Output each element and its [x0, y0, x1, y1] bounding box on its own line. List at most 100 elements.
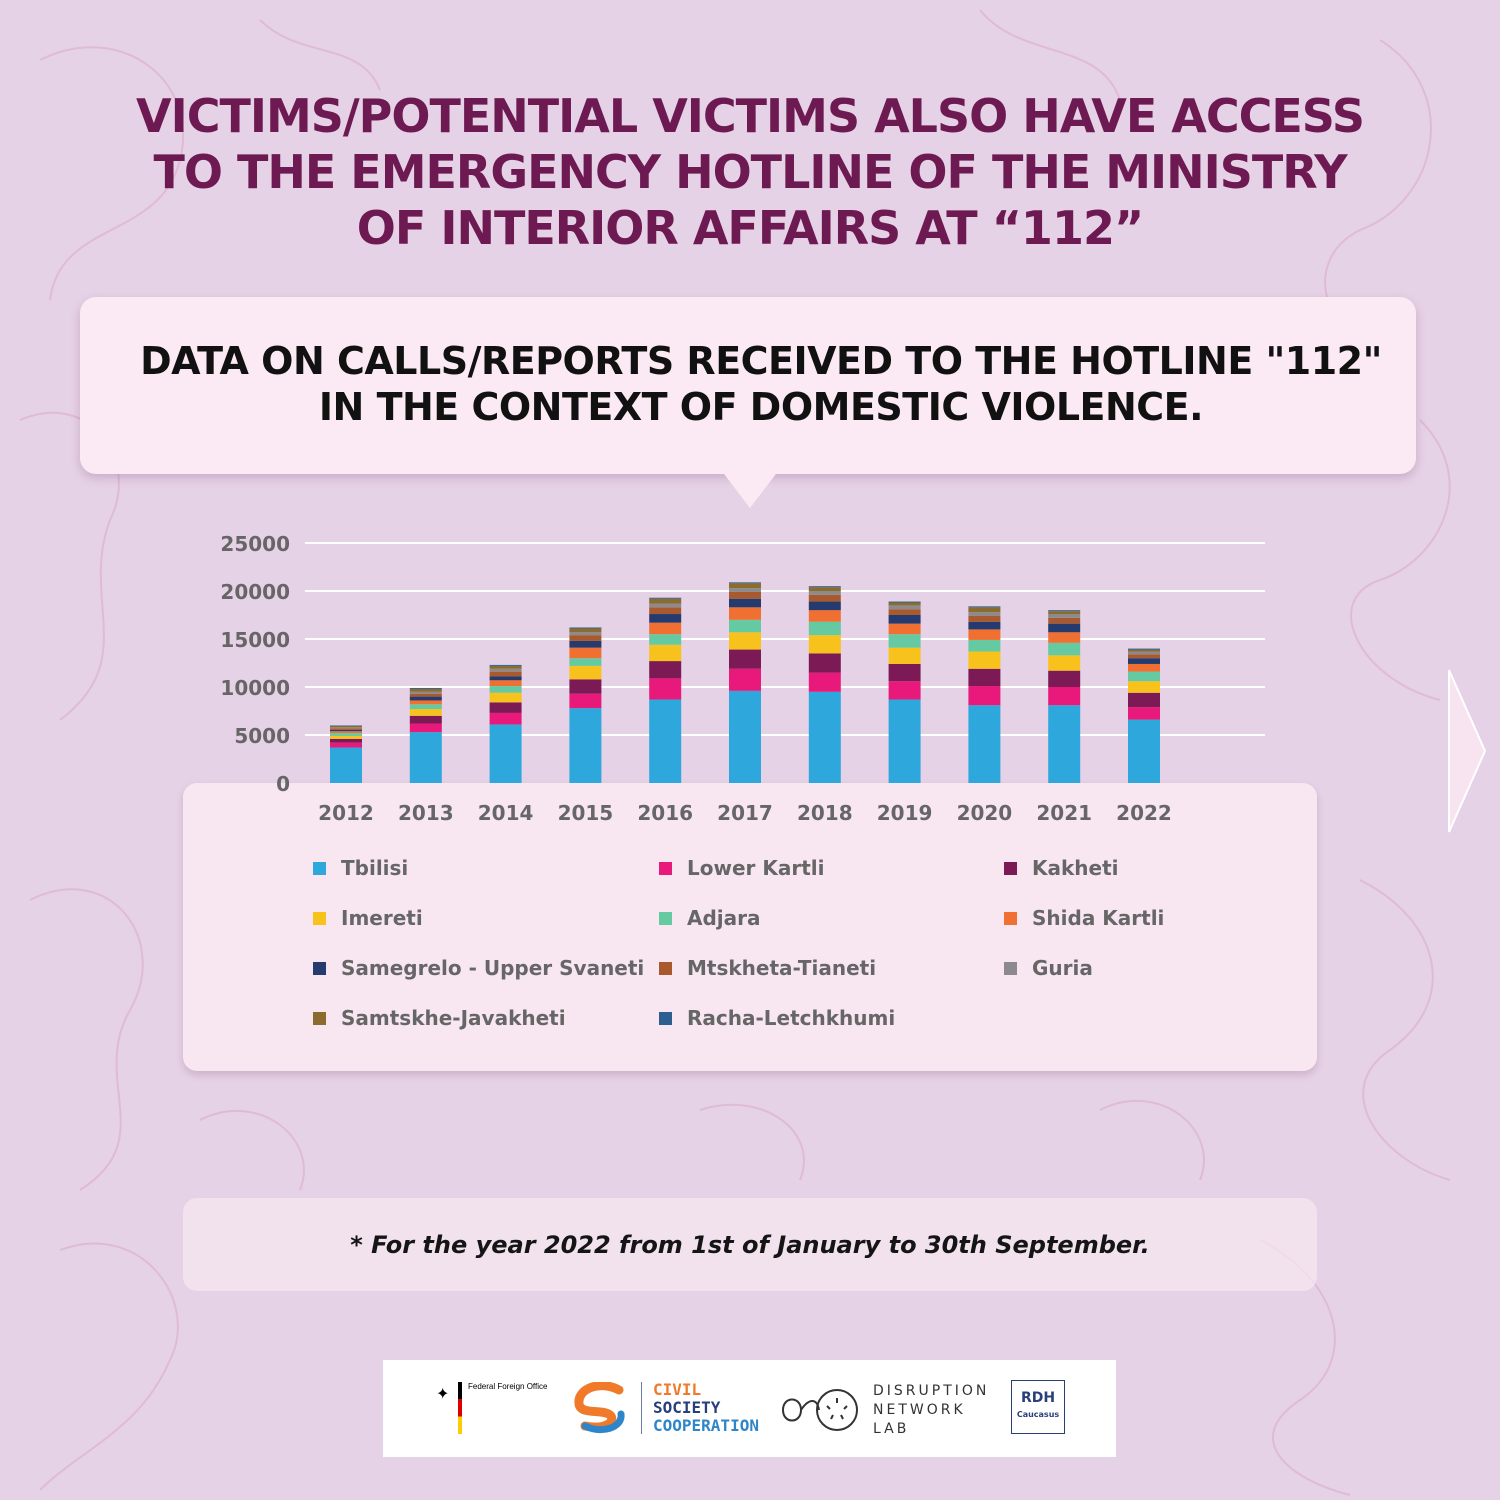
bar-segment: [569, 628, 602, 633]
bar-segment: [409, 709, 442, 716]
bar-segment: [729, 582, 761, 584]
bar-segment: [649, 634, 682, 645]
bar-segment: [409, 693, 442, 697]
bar-segment: [1128, 658, 1160, 664]
bar-segment: [808, 601, 841, 611]
bar-segment: [888, 634, 921, 648]
bar-segment: [729, 668, 761, 691]
bar-segment: [649, 622, 682, 635]
bar-segment: [729, 619, 761, 633]
legend-swatch: [1004, 861, 1017, 875]
y-tick-label: 5000: [234, 724, 290, 748]
bar-segment: [330, 733, 362, 736]
bar-segment: [649, 614, 682, 623]
legend-item: Imereti: [313, 903, 423, 933]
bar-segment: [569, 627, 602, 629]
bar-segment: [330, 729, 362, 732]
bar-segment: [1128, 671, 1160, 682]
bar-segment: [569, 635, 602, 641]
headline: VICTIMS/POTENTIAL VICTIMS ALSO HAVE ACCE…: [100, 88, 1400, 256]
bar-segment: [649, 644, 682, 662]
bar-segment: [1128, 663, 1160, 672]
legend-swatch: [313, 861, 326, 875]
bar-segment: [330, 735, 362, 739]
bar-segment: [968, 668, 1001, 687]
legend-item: Guria: [1004, 953, 1093, 983]
legend-label: Racha-Letchkhumi: [687, 1006, 896, 1030]
subtitle-bubble: [80, 297, 1416, 474]
bar-segment: [489, 668, 522, 672]
bar-segment: [808, 691, 841, 783]
bar-segment: [968, 615, 1001, 622]
headline-line-2: TO THE EMERGENCY HOTLINE OF THE MINISTRY: [153, 145, 1347, 199]
legend-label: Tbilisi: [341, 856, 409, 880]
bar-segment: [1048, 705, 1081, 783]
legend-item: Kakheti: [1004, 853, 1119, 883]
bar-segment: [888, 615, 921, 624]
legend-swatch: [659, 961, 672, 975]
legend-item: Mtskheta-Tianeti: [659, 953, 876, 983]
bar-segment: [808, 591, 841, 595]
legend-label: Samtskhe-Javakheti: [341, 1006, 566, 1030]
bar-segment: [1128, 651, 1160, 655]
x-tick-label: 2013: [398, 801, 454, 825]
eagle-icon: ✦: [436, 1384, 450, 1403]
bar-segment: [888, 681, 921, 700]
bar-segment: [968, 705, 1001, 783]
subtitle-line-2: IN THE CONTEXT OF DOMESTIC VIOLENCE.: [318, 385, 1204, 429]
legend-swatch: [313, 911, 326, 925]
bar-segment: [330, 731, 362, 734]
legend-swatch: [659, 1011, 672, 1025]
y-tick-label: 10000: [220, 676, 290, 700]
y-tick-label: 15000: [220, 628, 290, 652]
bar-segment: [1048, 670, 1081, 687]
bar-segment: [808, 586, 841, 588]
legend-item: Tbilisi: [313, 853, 408, 883]
bar-segment: [968, 607, 1001, 613]
bar-segment: [489, 712, 522, 725]
bar-segment: [489, 665, 522, 669]
legend-label: Samegrelo - Upper Svaneti: [341, 956, 645, 980]
bar-segment: [808, 610, 841, 622]
x-tick-label: 2014: [478, 801, 534, 825]
csc-line-2: SOCIETY: [653, 1398, 721, 1417]
bar-segment: [409, 700, 442, 705]
x-tick-label: 2021: [1036, 801, 1092, 825]
bar-segment: [569, 632, 602, 636]
bar-segment: [1128, 707, 1160, 720]
bar-segment: [729, 583, 761, 589]
bar-segment: [489, 676, 522, 681]
disruption-network-lab-logo: DISRUPTION NETWORK LAB: [779, 1380, 1009, 1440]
bar-segment: [330, 738, 362, 743]
bar-segment: [409, 687, 442, 689]
bar-segment: [1128, 649, 1160, 652]
bar-segment: [649, 699, 682, 783]
bar-segment: [409, 688, 442, 692]
bar-segment: [1128, 692, 1160, 708]
bar-segment: [808, 594, 841, 602]
bar-segment: [729, 632, 761, 650]
bar-segment: [888, 663, 921, 682]
legend-item: Samegrelo - Upper Svaneti: [313, 953, 644, 983]
legend-label: Shida Kartli: [1032, 906, 1165, 930]
legend-swatch: [313, 961, 326, 975]
bar-segment: [489, 664, 522, 666]
bar-segment: [649, 603, 682, 608]
bar-segment: [489, 686, 522, 693]
federal-foreign-office-logo: ✦ Federal Foreign Office: [428, 1380, 558, 1440]
csc-swirl-icon: [574, 1382, 625, 1433]
bar-segment: [569, 665, 602, 680]
chevron-right-icon[interactable]: [1447, 668, 1487, 834]
legend-label: Adjara: [687, 906, 761, 930]
civil-society-cooperation-logo: CIVIL SOCIETY COOPERATION: [571, 1378, 771, 1438]
bar-segment: [968, 606, 1001, 608]
bar-segment: [729, 690, 761, 783]
bar-segment: [1048, 614, 1081, 618]
bar-segment: [569, 658, 602, 666]
legend-label: Lower Kartli: [687, 856, 825, 880]
x-tick-label: 2015: [558, 801, 614, 825]
footnote-text: * For the year 2022 from 1st of January …: [350, 1230, 1150, 1259]
